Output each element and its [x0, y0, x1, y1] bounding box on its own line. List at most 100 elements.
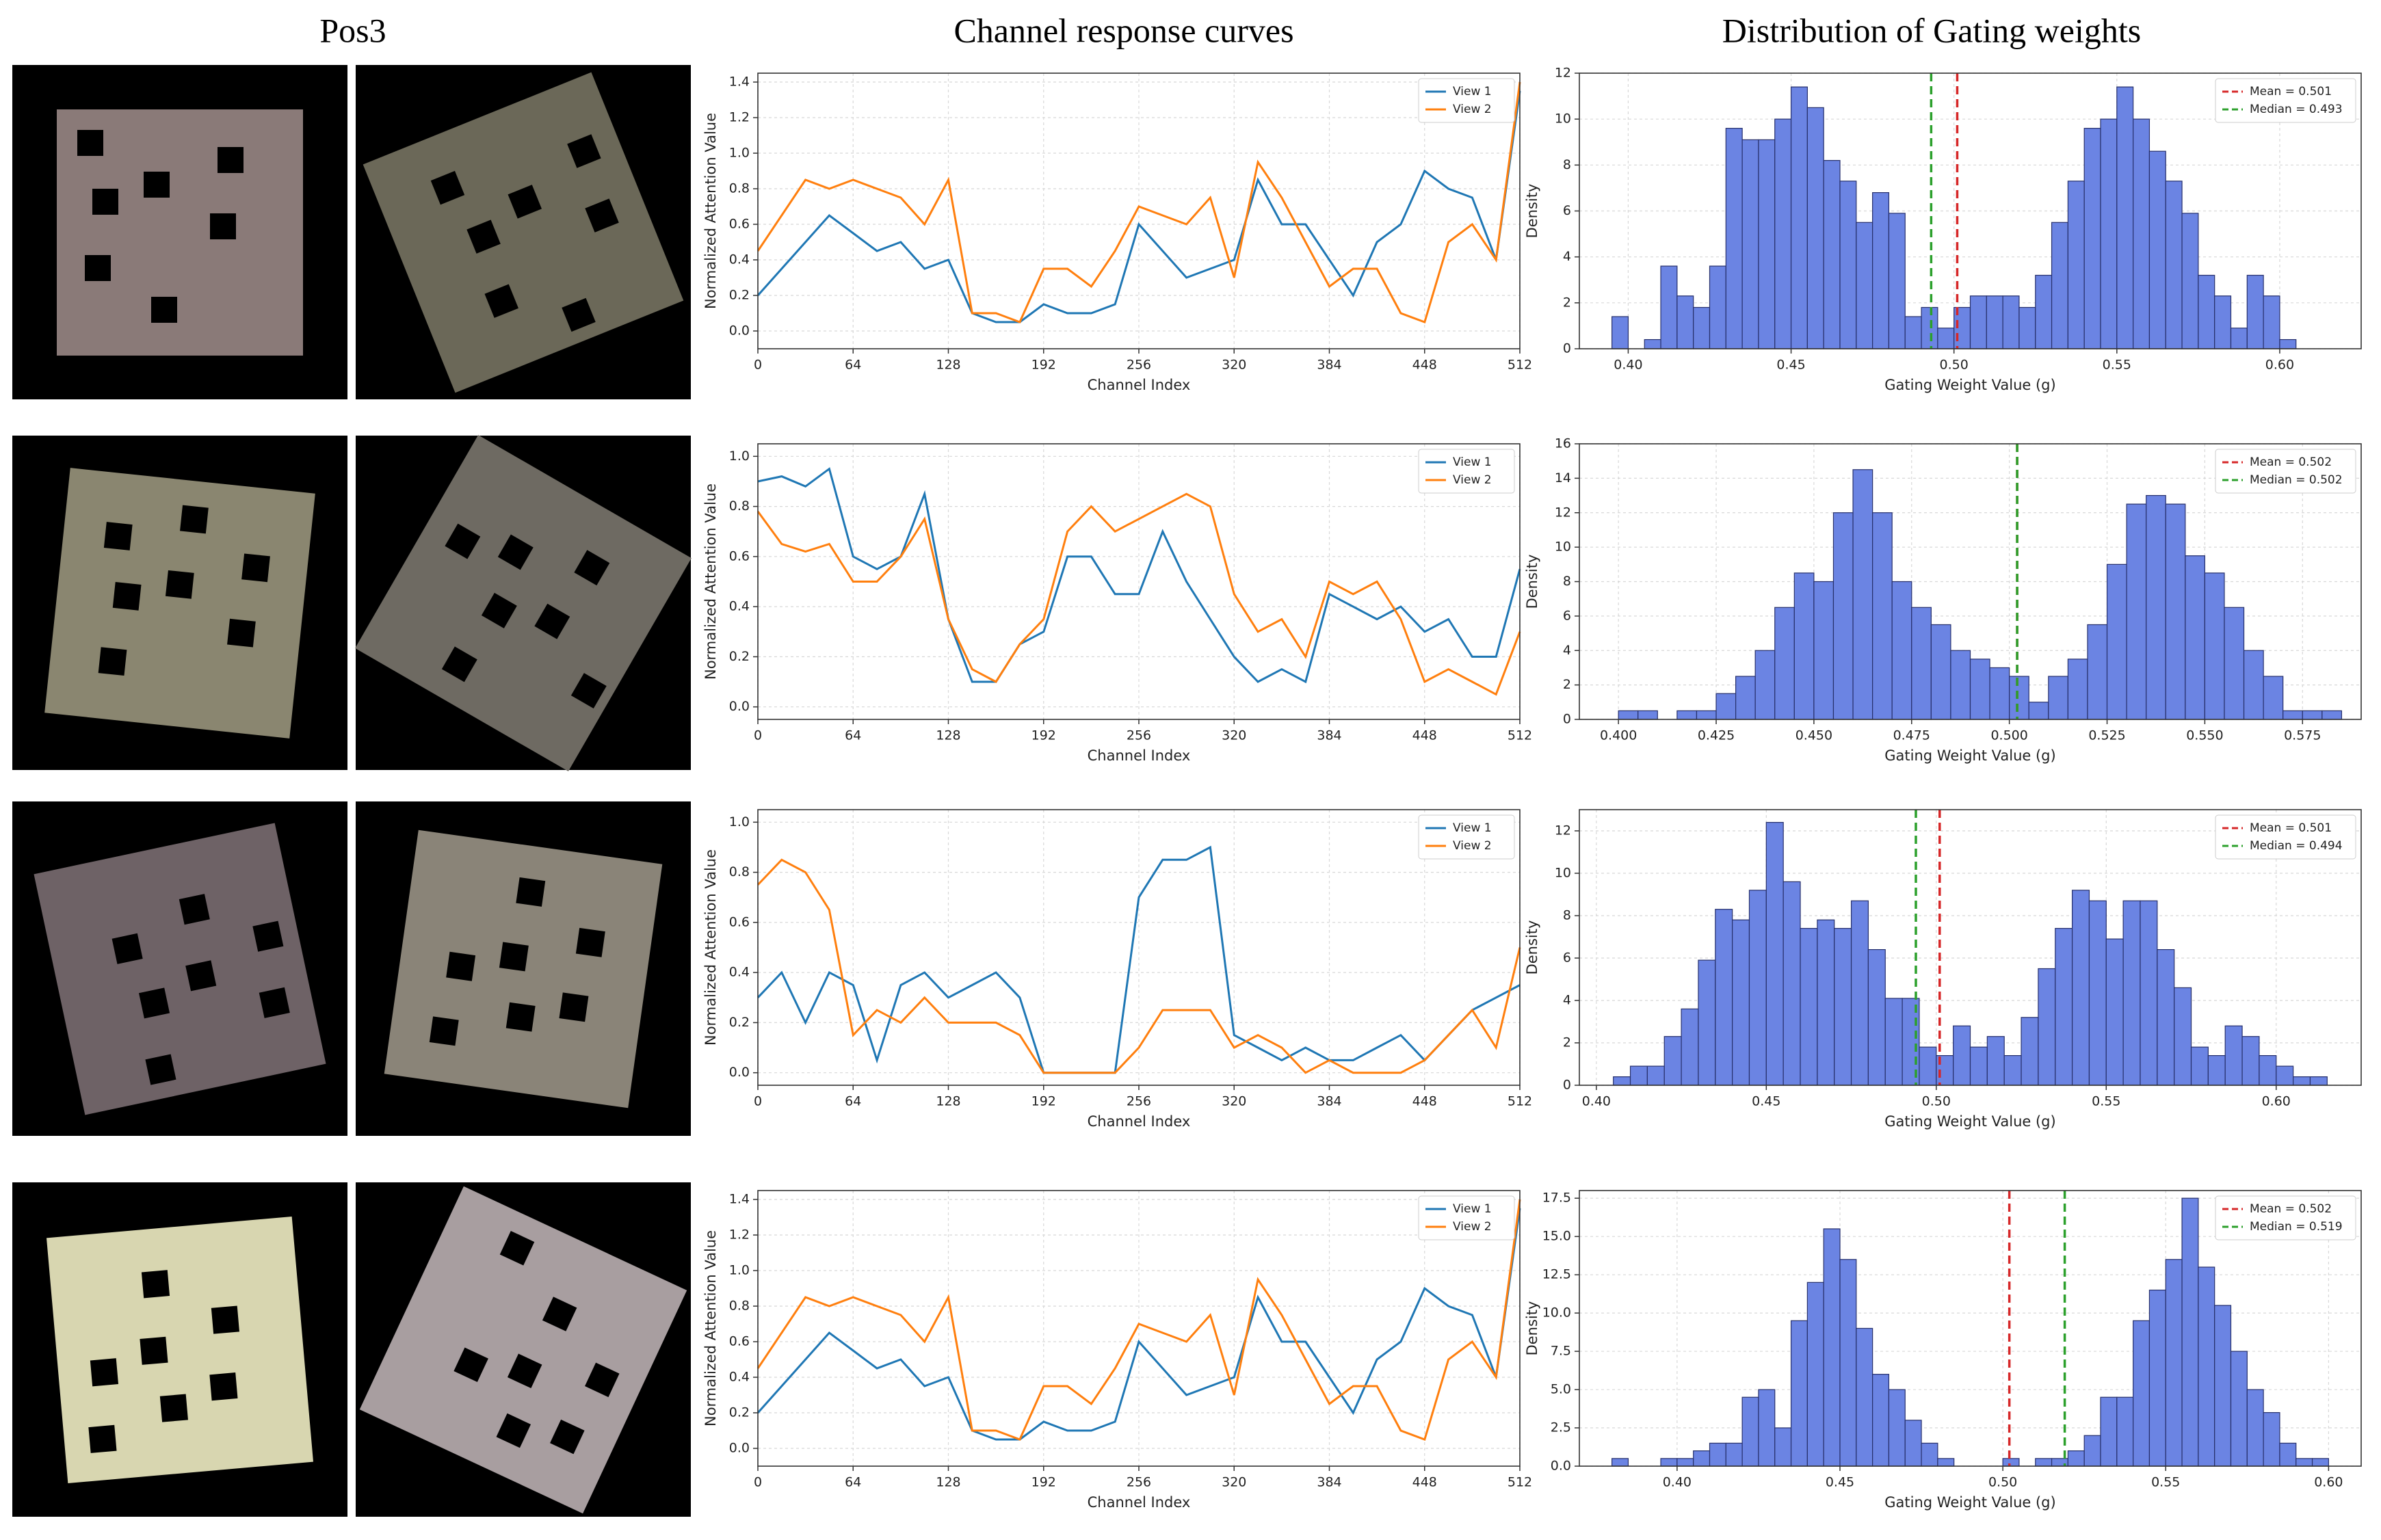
histogram-bar — [1618, 710, 1639, 720]
mask-patch — [252, 920, 284, 952]
histogram-bar — [1937, 1458, 1955, 1467]
mask-patch — [185, 960, 217, 992]
histogram-bar — [1715, 693, 1737, 720]
histogram-bar — [1637, 710, 1658, 720]
histogram-bar — [1748, 890, 1767, 1086]
histogram-bar — [1774, 607, 1795, 720]
y-tick-label: 5.0 — [1551, 1382, 1571, 1397]
histogram-bar — [1806, 1282, 1824, 1467]
histogram-bar — [1709, 1442, 1726, 1467]
y-tick-label: 2.5 — [1551, 1420, 1571, 1435]
histogram-bar — [2018, 306, 2036, 349]
histogram-bar — [2051, 222, 2068, 349]
y-tick-label: 1.2 — [729, 1227, 750, 1243]
y-tick-label: 10 — [1555, 540, 1571, 555]
mask-patch — [159, 1394, 188, 1422]
x-axis-title: Channel Index — [1088, 747, 1191, 764]
x-tick-label: 0.40 — [1663, 1475, 1692, 1490]
photo — [12, 436, 347, 770]
mask-patch — [218, 147, 244, 173]
y-axis-title: Density — [1524, 1301, 1540, 1356]
mask-patch — [429, 1016, 459, 1046]
y-tick-label: 0.0 — [729, 1065, 750, 1080]
plot-frame — [757, 809, 1521, 1086]
y-tick-label: 0.6 — [729, 548, 750, 563]
y-tick-label: 0.0 — [729, 1441, 750, 1456]
photo-content — [355, 435, 692, 771]
column-header: Distribution of Gating weights — [1722, 11, 2141, 49]
series-line — [757, 858, 1521, 1074]
legend-label: Mean = 0.501 — [2250, 821, 2332, 835]
y-tick-label: 0.2 — [729, 649, 750, 664]
histogram-bar — [2263, 295, 2280, 349]
mask-patch — [559, 992, 589, 1022]
histogram-bar — [1790, 86, 1808, 349]
y-axis-title: Normalized Attention Value — [702, 1230, 719, 1426]
y-tick-label: 1.0 — [729, 146, 750, 161]
mask-patch — [210, 213, 236, 239]
histogram-bar — [1904, 316, 1922, 349]
x-tick-label: 0.60 — [2314, 1475, 2343, 1490]
histogram-bar — [2321, 710, 2343, 720]
histogram-bar — [2105, 938, 2124, 1086]
histogram-bar — [2157, 948, 2175, 1086]
histogram-bar — [1715, 909, 1733, 1086]
y-tick-label: 8 — [1563, 157, 1571, 172]
x-tick-label: 128 — [936, 1094, 960, 1109]
mask-patch — [98, 647, 127, 676]
histogram-bar — [1969, 295, 1987, 349]
x-tick-label: 192 — [1031, 1094, 1056, 1109]
y-tick-label: 10.0 — [1542, 1305, 1571, 1320]
y-tick-label: 4 — [1563, 993, 1571, 1008]
series-line — [757, 845, 1521, 1074]
x-tick-label: 0.575 — [2284, 728, 2321, 743]
histogram-bar — [1765, 821, 1784, 1086]
legend-label: Median = 0.494 — [2250, 839, 2343, 853]
histogram-bar — [2035, 1458, 2053, 1467]
histogram-bar — [2083, 1435, 2101, 1467]
histogram-bar — [1989, 667, 2010, 720]
histogram-bar — [1774, 118, 1792, 349]
plot-frame — [1579, 809, 2362, 1086]
y-tick-label: 0 — [1563, 712, 1571, 727]
histogram-bar — [1852, 469, 1873, 720]
y-tick-label: 4 — [1563, 249, 1571, 264]
histogram-bar — [1725, 128, 1743, 349]
y-tick-label: 1.0 — [729, 1263, 750, 1278]
histogram-bar — [1612, 1458, 1629, 1467]
histogram-bar — [2283, 710, 2303, 720]
y-tick-label: 0.0 — [729, 323, 750, 338]
histogram-bar — [1783, 881, 1801, 1086]
mask-patch — [145, 1054, 176, 1085]
x-tick-label: 512 — [1508, 728, 1532, 743]
histogram-bar — [2116, 86, 2134, 349]
x-tick-label: 448 — [1412, 358, 1437, 373]
x-tick-label: 64 — [845, 358, 861, 373]
histogram-bar — [1644, 338, 1661, 349]
histogram-bar — [1904, 1420, 1922, 1467]
histogram-bar — [2009, 676, 2029, 720]
histogram-bar — [2230, 328, 2248, 349]
histogram-bar — [1919, 1046, 1937, 1086]
histogram-bar — [2148, 1289, 2166, 1467]
x-axis-title: Channel Index — [1088, 1113, 1191, 1130]
y-axis-title: Normalized Attention Value — [702, 113, 719, 309]
histogram-bar — [1774, 1427, 1792, 1467]
y-tick-label: 16 — [1555, 436, 1571, 451]
series-line — [757, 81, 1521, 323]
x-tick-label: 0 — [754, 728, 762, 743]
x-axis-title: Gating Weight Value (g) — [1884, 747, 2055, 764]
legend-label: View 1 — [1453, 85, 1492, 98]
photo-content — [34, 823, 326, 1115]
series-line — [757, 1208, 1521, 1441]
mask-patch — [209, 1372, 238, 1401]
histogram-bar — [1612, 316, 1629, 349]
plot-frame — [757, 1190, 1521, 1467]
histogram-bar — [1891, 581, 1912, 720]
x-tick-label: 0.450 — [1795, 728, 1832, 743]
y-tick-label: 0.8 — [729, 864, 750, 879]
x-tick-label: 384 — [1317, 1094, 1341, 1109]
y-tick-label: 2 — [1563, 677, 1571, 692]
photo-content — [363, 72, 684, 393]
